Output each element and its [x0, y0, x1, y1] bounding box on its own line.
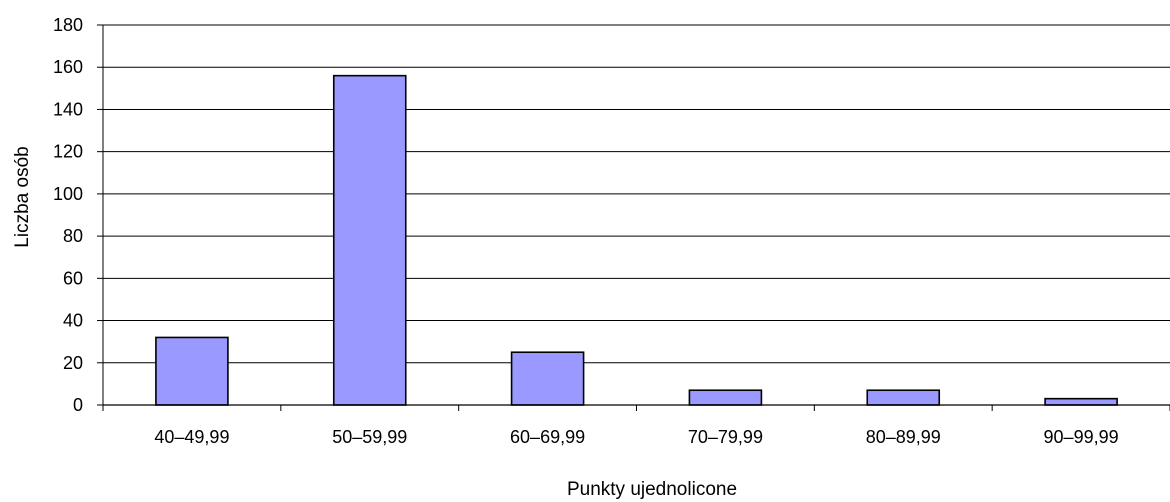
y-tick-label: 180	[53, 15, 83, 35]
x-tick-label: 60–69,99	[510, 427, 585, 447]
y-tick-label: 140	[53, 99, 83, 119]
y-tick-label: 60	[63, 268, 83, 288]
bar-3	[510, 351, 585, 406]
bar-5	[866, 389, 941, 406]
bar-6	[1044, 397, 1118, 406]
y-tick-label: 120	[53, 142, 83, 162]
x-tick-label: 50–59,99	[332, 427, 407, 447]
bars	[155, 74, 1118, 406]
bar-1	[155, 336, 229, 406]
y-tick-label: 100	[53, 184, 83, 204]
x-tick-labels: 40–49,99 50–59,99 60–69,99 70–79,99 80–89,99…	[154, 427, 1118, 447]
y-tick-label: 160	[53, 57, 83, 77]
x-axis-title: Punkty ujednolicone	[567, 479, 737, 500]
y-tick-label: 0	[73, 395, 83, 415]
x-tick-label: 40–49,99	[154, 427, 229, 447]
x-tick-label: 70–79,99	[688, 427, 763, 447]
bar-2	[332, 74, 407, 406]
x-tick-label: 80–89,99	[866, 427, 941, 447]
y-axis-title: Liczba osób	[12, 146, 33, 247]
grid-lines	[103, 24, 1170, 364]
bar-4	[688, 389, 763, 406]
y-tick-label: 80	[63, 226, 83, 246]
x-tick-label: 90–99,99	[1044, 427, 1119, 447]
y-tick-label: 40	[63, 311, 83, 331]
axes	[97, 24, 1170, 411]
y-tick-labels: 0 20 40 60 80 100 120 140 160 180	[53, 15, 83, 415]
y-tick-label: 20	[63, 353, 83, 373]
